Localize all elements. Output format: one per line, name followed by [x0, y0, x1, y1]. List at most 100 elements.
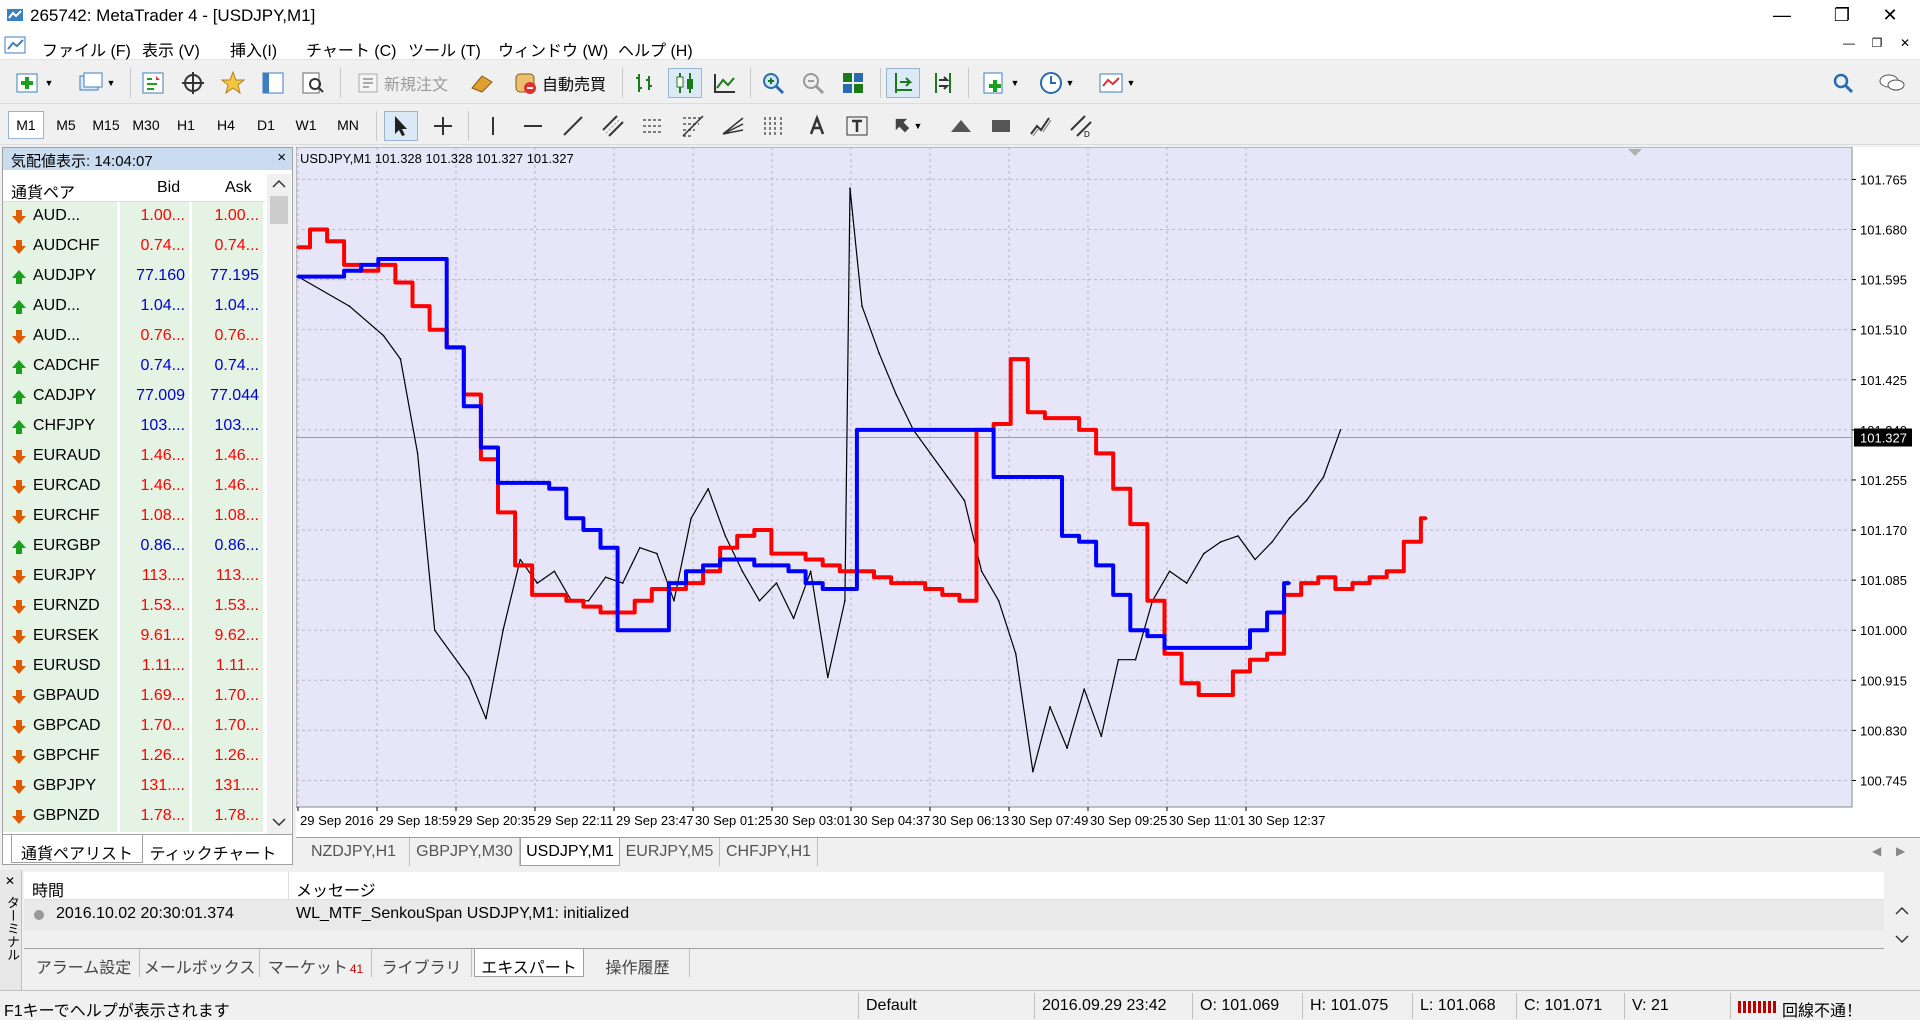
- list-item[interactable]: AUD... 1.04... 1.04...: [3, 292, 265, 322]
- list-item[interactable]: AUD... 1.00... 1.00...: [3, 202, 265, 232]
- equidistant-channel-tool[interactable]: [596, 111, 630, 141]
- list-item[interactable]: EURNZD 1.53... 1.53...: [3, 592, 265, 622]
- fibonacci-fan-tool[interactable]: [716, 111, 750, 141]
- chart-window[interactable]: 101.765 101.680 101.595 101.510 101.425 101.3…: [296, 147, 1920, 837]
- tab-market[interactable]: マーケット 41: [260, 949, 372, 977]
- list-item[interactable]: EURGBP 0.86... 0.86...: [3, 532, 265, 562]
- close-button[interactable]: ✕: [1882, 4, 1898, 25]
- menu-tools[interactable]: ツール (T): [408, 43, 481, 60]
- market-watch-button[interactable]: [136, 68, 170, 98]
- tab-scroll-left-icon[interactable]: ◀: [1872, 844, 1882, 858]
- chevron-up-icon[interactable]: [267, 174, 291, 194]
- menu-window[interactable]: ウィンドウ (W): [498, 43, 609, 60]
- tab-tick-chart[interactable]: ティックチャート: [149, 846, 277, 863]
- column-message[interactable]: メッセージ: [296, 883, 376, 900]
- chart-window-icon[interactable]: [4, 35, 26, 55]
- list-item[interactable]: GBPAUD 1.69... 1.70...: [3, 682, 265, 712]
- list-item[interactable]: CADJPY 77.009 77.044: [3, 382, 265, 412]
- timeframe-m5[interactable]: M5: [56, 117, 76, 133]
- cursor-tool[interactable]: [384, 111, 418, 141]
- list-item[interactable]: GBPNZD 1.78... 1.78...: [3, 802, 265, 832]
- text-label-tool[interactable]: [840, 111, 874, 141]
- triangle-tool[interactable]: [944, 111, 978, 141]
- tab-library[interactable]: ライブラリ: [372, 949, 472, 977]
- log-row[interactable]: 2016.10.02 20:30:01.374 WL_MTF_SenkouSpa…: [24, 900, 1884, 930]
- timeframe-m15[interactable]: M15: [92, 117, 120, 133]
- terminal-close-icon[interactable]: ✕: [5, 874, 16, 888]
- data-window-button[interactable]: [176, 68, 210, 98]
- indicators-button[interactable]: ▼: [974, 68, 1026, 98]
- tab-experts[interactable]: エキスパート: [474, 949, 584, 977]
- list-item[interactable]: EURUSD 1.11... 1.11...: [3, 652, 265, 682]
- line-chart-button[interactable]: [708, 68, 742, 98]
- timeframe-w1[interactable]: W1: [295, 117, 317, 133]
- tab-mailbox[interactable]: メールボックス: [140, 949, 260, 977]
- maximize-button[interactable]: ❐: [1833, 4, 1851, 25]
- chart-shift-button[interactable]: [926, 68, 960, 98]
- auto-scroll-button[interactable]: [886, 68, 920, 98]
- chat-button[interactable]: [1872, 68, 1912, 98]
- chart-tab-chfjpy-h1[interactable]: CHFJPY,H1: [720, 838, 818, 866]
- chart-shift-marker[interactable]: [1628, 149, 1642, 156]
- zoom-out-button[interactable]: [796, 68, 830, 98]
- arrows-tool[interactable]: ▼: [880, 111, 930, 141]
- terminal-scrollbar[interactable]: [1890, 872, 1914, 962]
- column-symbol[interactable]: 通貨ペア: [11, 185, 76, 202]
- mdi-restore-button[interactable]: ❐: [1871, 36, 1883, 50]
- list-item[interactable]: GBPJPY 131.... 131....: [3, 772, 265, 802]
- plot-area[interactable]: [296, 147, 1853, 808]
- search-button[interactable]: [1826, 68, 1860, 98]
- price-chart[interactable]: 101.765 101.680 101.595 101.510 101.425 101.3…: [296, 147, 1920, 837]
- vertical-line-tool[interactable]: [476, 111, 510, 141]
- column-ask[interactable]: Ask: [225, 179, 252, 196]
- tab-scroll-right-icon[interactable]: ▶: [1896, 844, 1906, 858]
- gann-fan-tool[interactable]: D: [1064, 111, 1098, 141]
- trendline-tool[interactable]: [556, 111, 590, 141]
- minimize-button[interactable]: —: [1773, 4, 1791, 25]
- column-time[interactable]: 時間: [32, 883, 65, 900]
- list-item[interactable]: AUD... 0.76... 0.76...: [3, 322, 265, 352]
- menu-insert[interactable]: 挿入(I): [230, 43, 278, 60]
- timeframe-h1[interactable]: H1: [177, 117, 195, 133]
- list-item[interactable]: EURJPY 113.... 113....: [3, 562, 265, 592]
- list-item[interactable]: GBPCAD 1.70... 1.70...: [3, 712, 265, 742]
- menu-view[interactable]: 表示 (V): [142, 43, 200, 60]
- rectangle-tool[interactable]: [984, 111, 1018, 141]
- text-tool[interactable]: [800, 111, 834, 141]
- status-profile[interactable]: Default: [866, 997, 917, 1014]
- bar-chart-button[interactable]: [628, 68, 662, 98]
- templates-button[interactable]: ▼: [1090, 68, 1142, 98]
- chart-tab-nzdjpy-h1[interactable]: NZDJPY,H1: [298, 838, 410, 866]
- timeframe-m1[interactable]: M1: [8, 111, 44, 139]
- tile-windows-button[interactable]: [836, 68, 870, 98]
- auto-trading-button[interactable]: 自動売買: [504, 68, 614, 98]
- tab-symbols[interactable]: 通貨ペアリスト: [11, 835, 143, 863]
- timeframe-h4[interactable]: H4: [217, 117, 235, 133]
- terminal-button[interactable]: [256, 68, 290, 98]
- candlestick-button[interactable]: [668, 68, 702, 98]
- list-item[interactable]: CHFJPY 103.... 103....: [3, 412, 265, 442]
- menu-help[interactable]: ヘルプ (H): [618, 43, 693, 60]
- list-item[interactable]: EURAUD 1.46... 1.46...: [3, 442, 265, 472]
- fibonacci-retracement-tool[interactable]: [676, 111, 710, 141]
- zoom-in-button[interactable]: [756, 68, 790, 98]
- tab-alerts[interactable]: アラーム設定: [28, 949, 140, 977]
- horizontal-line-tool[interactable]: [516, 111, 550, 141]
- metaeditor-button[interactable]: [466, 68, 498, 98]
- chevron-down-icon[interactable]: [1890, 930, 1914, 948]
- strategy-tester-button[interactable]: [296, 68, 330, 98]
- timeframe-mn[interactable]: MN: [337, 117, 359, 133]
- periods-button[interactable]: ▼: [1030, 68, 1082, 98]
- list-item[interactable]: AUDCHF 0.74... 0.74...: [3, 232, 265, 262]
- new-chart-button[interactable]: ▼: [8, 68, 60, 98]
- close-icon[interactable]: ×: [277, 149, 286, 166]
- menu-file[interactable]: ファイル (F): [42, 43, 131, 60]
- scrollbar-thumb[interactable]: [270, 196, 288, 224]
- navigator-button[interactable]: [216, 68, 250, 98]
- list-item[interactable]: EURCHF 1.08... 1.08...: [3, 502, 265, 532]
- chevron-up-icon[interactable]: [1890, 902, 1914, 920]
- timeframe-m30[interactable]: M30: [132, 117, 160, 133]
- mdi-close-button[interactable]: ✕: [1899, 36, 1911, 50]
- menu-chart[interactable]: チャート (C): [306, 43, 397, 60]
- timeframe-d1[interactable]: D1: [257, 117, 275, 133]
